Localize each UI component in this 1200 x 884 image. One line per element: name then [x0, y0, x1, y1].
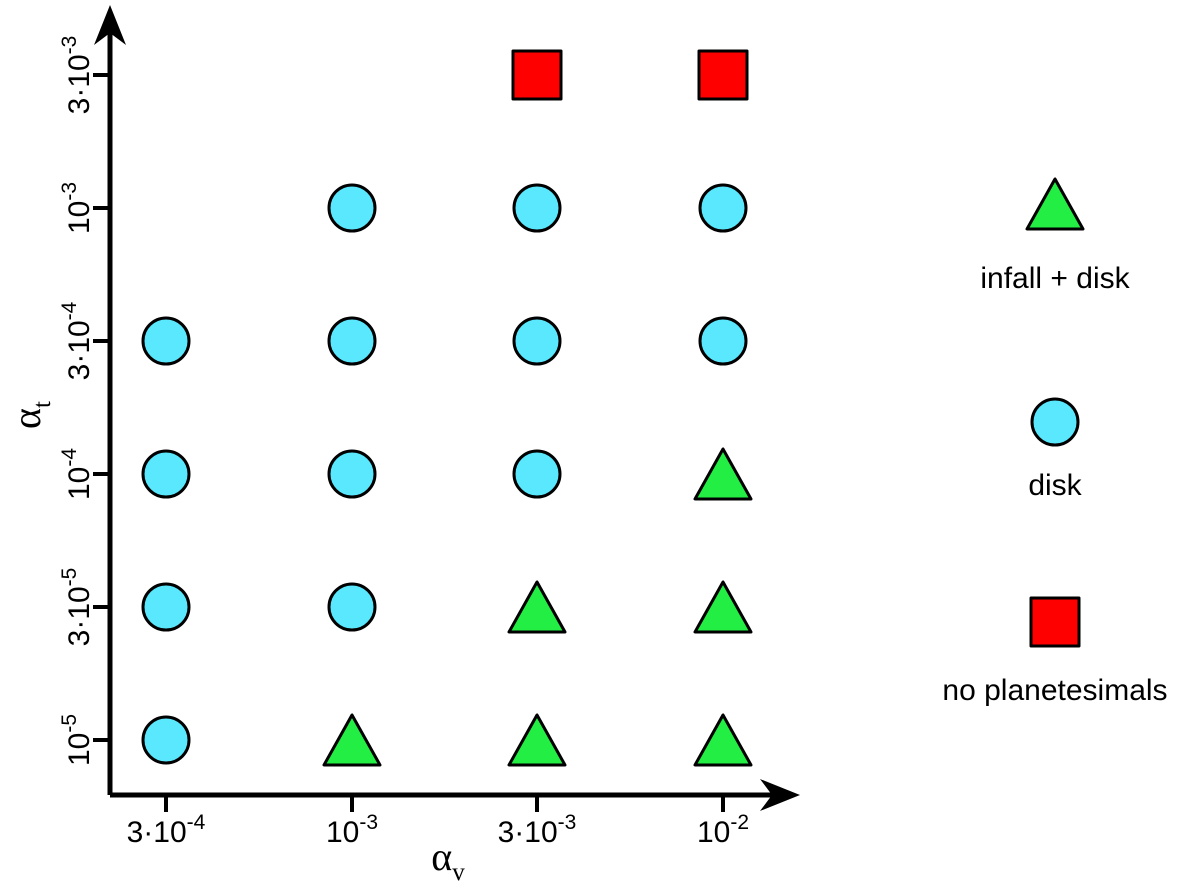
circle-marker [141, 449, 191, 499]
circle-marker [141, 715, 191, 765]
y-tick-label-exponent: -5 [58, 714, 81, 733]
y-tick-label: 10-4 [58, 448, 96, 500]
x-tick-label: 10-2 [697, 811, 749, 849]
x-tick-label: 10-3 [326, 811, 378, 849]
circle-marker [512, 449, 562, 499]
triangle-marker [322, 713, 382, 767]
y-axis-arrow [94, 5, 126, 45]
x-axis-arrow [760, 779, 800, 811]
y-tick-label-mantissa: 10 [63, 467, 96, 500]
y-tick-label-group: 3·10-5 [58, 568, 96, 647]
x-tick-label: 3·10-4 [127, 811, 206, 849]
x-axis-label: αv [431, 834, 465, 884]
x-tick-label-exponent: -3 [558, 811, 577, 834]
y-tick-label-mantissa: 10 [63, 201, 96, 234]
y-tick-label-exponent: -3 [58, 182, 81, 201]
circle-marker [327, 316, 377, 366]
circle-marker [327, 582, 377, 632]
y-tick-label-group: 3·10-4 [58, 301, 96, 380]
circle-marker [698, 183, 748, 233]
y-tick-label-exponent: -4 [58, 301, 81, 320]
y-tick-label-exponent: -3 [58, 36, 81, 55]
circle-marker [327, 449, 377, 499]
x-tick-label-mantissa: 3·10 [127, 816, 187, 849]
x-tick-label-exponent: -4 [187, 811, 206, 834]
y-tick-label-exponent: -4 [58, 448, 81, 467]
square-marker [697, 49, 749, 101]
legend-label: infall + disk [980, 262, 1130, 295]
circle-marker [512, 183, 562, 233]
y-tick-label-mantissa: 10 [63, 733, 96, 766]
triangle-marker [693, 713, 753, 767]
legend-circle-icon [1030, 397, 1080, 447]
square-marker [511, 49, 563, 101]
y-tick-label-group: 10-5 [58, 714, 96, 766]
y-tick-label: 3·10-3 [58, 36, 96, 115]
y-tick-label-group: 3·10-3 [58, 36, 96, 115]
legend-label: disk [1028, 469, 1082, 502]
circle-marker [141, 582, 191, 632]
triangle-marker [507, 580, 567, 634]
plot-markers [141, 49, 753, 767]
axes [94, 5, 800, 811]
x-tick-label-mantissa: 10 [697, 816, 730, 849]
y-tick-label-exponent: -5 [58, 568, 81, 587]
circle-marker [141, 316, 191, 366]
y-tick-label-mantissa: 3·10 [63, 586, 96, 646]
y-axis-ticks: 10-53·10-510-43·10-410-33·10-3 [58, 36, 110, 766]
y-tick-label-mantissa: 3·10 [63, 320, 96, 380]
circle-marker [698, 316, 748, 366]
x-axis-ticks: 3·10-4 10-3 3·10-3 10-2 [127, 795, 749, 849]
legend: infall + disk disk no planetesimals [942, 177, 1168, 707]
y-tick-label: 10-3 [58, 182, 96, 234]
y-tick-label: 10-5 [58, 714, 96, 766]
y-tick-label-mantissa: 3·10 [63, 54, 96, 114]
triangle-marker [693, 447, 753, 501]
x-tick-label-mantissa: 3·10 [498, 816, 558, 849]
legend-triangle-icon [1025, 177, 1085, 231]
y-tick-label: 3·10-5 [58, 568, 96, 647]
circle-marker [512, 316, 562, 366]
legend-label: no planetesimals [942, 674, 1167, 707]
y-tick-label: 3·10-4 [58, 301, 96, 380]
x-tick-label-exponent: -3 [359, 811, 378, 834]
triangle-marker [507, 713, 567, 767]
x-tick-label-mantissa: 10 [326, 816, 359, 849]
x-tick-label-exponent: -2 [730, 811, 749, 834]
y-tick-label-group: 10-3 [58, 182, 96, 234]
x-tick-label: 3·10-3 [498, 811, 577, 849]
y-axis-label: αt [4, 401, 56, 429]
circle-marker [327, 183, 377, 233]
legend-square-icon [1029, 596, 1081, 648]
triangle-marker [693, 580, 753, 634]
y-tick-label-group: 10-4 [58, 448, 96, 500]
